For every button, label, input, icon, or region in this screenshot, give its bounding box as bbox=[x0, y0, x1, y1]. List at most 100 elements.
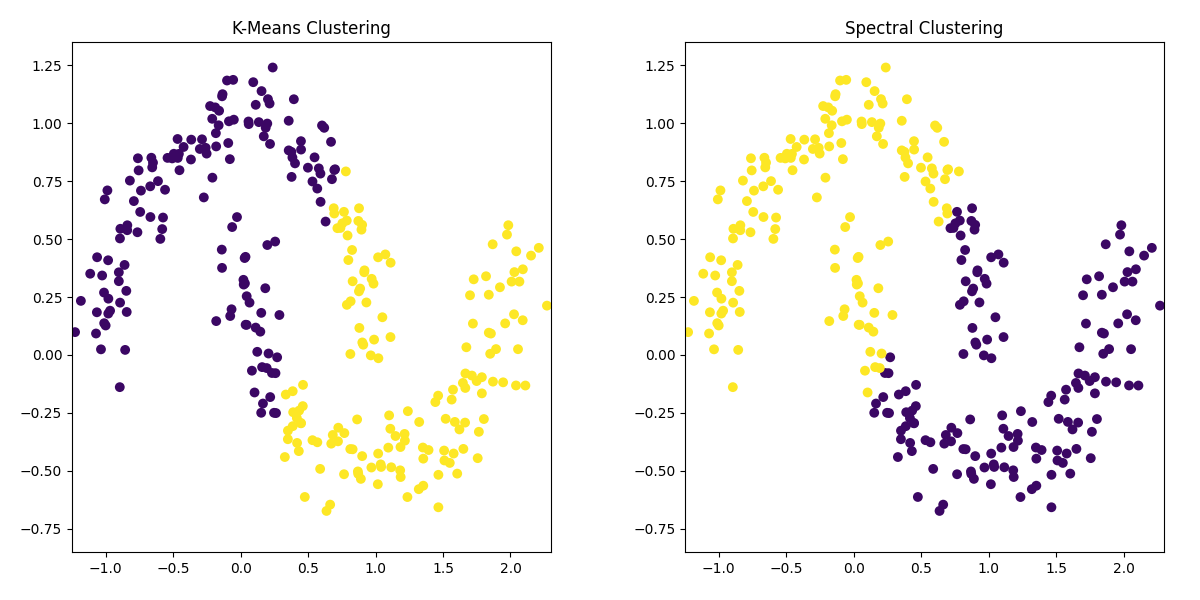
Point bbox=[1004, 442, 1024, 452]
Point bbox=[808, 193, 827, 202]
Point bbox=[196, 143, 215, 152]
Point bbox=[1056, 385, 1075, 394]
Point bbox=[935, 439, 954, 448]
Point bbox=[977, 279, 996, 289]
Point bbox=[865, 308, 884, 317]
Point bbox=[140, 212, 160, 222]
Point bbox=[938, 164, 958, 174]
Point bbox=[486, 344, 505, 354]
Point bbox=[128, 227, 148, 237]
Point bbox=[324, 203, 343, 213]
Point bbox=[295, 492, 314, 502]
Point bbox=[694, 269, 713, 278]
Point bbox=[348, 415, 367, 424]
Point bbox=[755, 153, 774, 163]
Point bbox=[794, 135, 814, 145]
Point bbox=[414, 481, 433, 490]
Point bbox=[877, 408, 896, 418]
Point bbox=[982, 253, 1001, 262]
Point bbox=[352, 474, 371, 484]
Point bbox=[317, 506, 336, 516]
Point bbox=[874, 139, 893, 149]
Point bbox=[310, 164, 329, 173]
Point bbox=[982, 479, 1001, 489]
Point bbox=[217, 76, 236, 85]
Point bbox=[961, 467, 980, 476]
Point bbox=[343, 277, 362, 286]
Point bbox=[1063, 425, 1082, 434]
Point bbox=[92, 271, 112, 280]
Point bbox=[737, 196, 756, 206]
Point bbox=[337, 216, 356, 226]
Point bbox=[935, 137, 954, 146]
Point bbox=[722, 277, 742, 286]
Point bbox=[678, 328, 697, 337]
Point bbox=[974, 463, 994, 472]
Point bbox=[1094, 329, 1114, 338]
Point bbox=[91, 344, 110, 354]
Point bbox=[948, 469, 967, 479]
Point bbox=[871, 240, 890, 250]
Point bbox=[857, 77, 876, 87]
Point bbox=[871, 119, 890, 128]
Point bbox=[311, 464, 330, 474]
Point bbox=[373, 313, 392, 322]
Point bbox=[960, 415, 979, 424]
Point bbox=[456, 418, 475, 427]
Point bbox=[892, 426, 911, 436]
Point bbox=[1042, 470, 1061, 479]
Point bbox=[1092, 290, 1111, 299]
Point bbox=[331, 223, 350, 233]
Point bbox=[1085, 373, 1104, 382]
Point bbox=[965, 225, 984, 235]
Point bbox=[80, 269, 100, 278]
Point bbox=[372, 462, 391, 472]
Point bbox=[66, 328, 85, 337]
Point bbox=[836, 75, 856, 85]
Point bbox=[834, 311, 853, 321]
Point bbox=[481, 329, 500, 338]
Point bbox=[916, 176, 935, 186]
Point bbox=[280, 146, 299, 155]
Point bbox=[484, 377, 503, 386]
Point bbox=[140, 182, 160, 191]
Point bbox=[181, 135, 200, 145]
Point bbox=[965, 474, 984, 484]
Point bbox=[906, 380, 925, 389]
Point bbox=[684, 296, 703, 305]
Point bbox=[382, 258, 401, 268]
Point bbox=[510, 277, 529, 286]
Point bbox=[212, 89, 232, 99]
Point bbox=[895, 172, 914, 182]
Point bbox=[355, 266, 374, 275]
Point bbox=[934, 500, 953, 509]
Point bbox=[1099, 344, 1118, 354]
Point bbox=[1109, 319, 1128, 328]
Point bbox=[816, 173, 835, 182]
Point bbox=[258, 240, 277, 250]
Point bbox=[516, 381, 535, 391]
Point bbox=[493, 377, 512, 387]
Point bbox=[454, 378, 473, 388]
Point bbox=[956, 277, 976, 286]
Point bbox=[966, 338, 985, 347]
Point bbox=[984, 462, 1003, 472]
Point bbox=[724, 382, 743, 392]
Point bbox=[1117, 310, 1136, 319]
Point bbox=[414, 454, 433, 463]
Point bbox=[110, 382, 130, 392]
Point bbox=[222, 222, 241, 232]
Point bbox=[251, 327, 270, 337]
Point bbox=[850, 320, 869, 329]
Point bbox=[937, 165, 956, 175]
Point bbox=[110, 233, 130, 243]
Point bbox=[709, 320, 728, 330]
Point bbox=[323, 175, 342, 184]
Point bbox=[888, 452, 907, 462]
Point bbox=[428, 470, 448, 479]
Point bbox=[332, 218, 352, 228]
Point bbox=[288, 438, 307, 448]
Point bbox=[1110, 230, 1129, 239]
Point bbox=[847, 280, 866, 289]
Point bbox=[1048, 446, 1067, 455]
